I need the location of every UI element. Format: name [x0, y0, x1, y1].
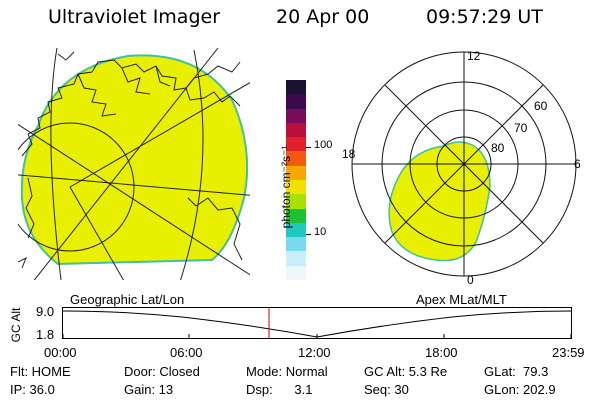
time-tick-1200: 12:00: [298, 345, 331, 360]
info-glon: GLon: 202.9: [484, 382, 556, 397]
geo-grid: [18, 48, 250, 280]
geographic-map: [18, 48, 250, 280]
polar-plot: 12 0 18 6 60 70 80: [342, 49, 581, 286]
colorbar-tick-100: [306, 147, 311, 148]
info-mode: Mode: Normal: [246, 364, 328, 379]
time-tick-0600: 06:00: [170, 345, 203, 360]
apex-projection-label: Apex MLat/MLT: [416, 292, 507, 307]
mlat-label-70: 70: [514, 121, 528, 135]
colorbar-label-100: 100: [314, 139, 333, 151]
altitude-timeline: [62, 307, 572, 339]
altitude-tick-low: 1.8: [36, 327, 55, 342]
mlt-label-18: 18: [342, 147, 356, 161]
colorbar-unit-label: photon cm⁻²s⁻¹: [279, 145, 293, 229]
info-glat: GLat: 79.3: [484, 364, 549, 379]
mlat-label-80: 80: [491, 141, 505, 155]
mlat-label-60: 60: [534, 99, 548, 113]
date-label: 20 Apr 00: [276, 6, 370, 28]
mlt-label-0: 0: [467, 273, 474, 286]
info-gc-alt: GC Alt: 5.3 Re: [364, 364, 448, 379]
info-filter: Flt: HOME: [10, 364, 71, 379]
time-tick-2359: 23:59: [552, 345, 585, 360]
geographic-projection-label: Geographic Lat/Lon: [70, 292, 185, 307]
time-tick-1800: 18:00: [425, 345, 458, 360]
instrument-title: Ultraviolet Imager: [48, 6, 221, 28]
info-gain: Gain: 13: [124, 382, 174, 397]
info-dsp: Dsp: 3.1: [246, 382, 313, 397]
colorbar-label-10: 10: [314, 226, 327, 238]
auroral-image-disk: [20, 54, 249, 266]
time-label: 09:57:29 UT: [426, 6, 543, 28]
info-door: Door: Closed: [124, 364, 200, 379]
polar-auroral-fill: [388, 141, 491, 262]
altitude-axis-title: GC Alt: [9, 307, 23, 343]
intensity-colorbar: [286, 80, 306, 280]
colorbar-tick-10: [306, 234, 311, 235]
info-ip: IP: 36.0: [10, 382, 55, 397]
mlt-label-12: 12: [467, 49, 481, 63]
time-tick-0000: 00:00: [44, 345, 77, 360]
info-seq: Seq: 30: [364, 382, 409, 397]
colorbar-gradient: [286, 80, 306, 280]
polar-grid: [351, 51, 577, 277]
altitude-curve: [62, 310, 572, 338]
mlt-label-6: 6: [574, 157, 581, 171]
altitude-tick-high: 9.0: [36, 304, 55, 319]
